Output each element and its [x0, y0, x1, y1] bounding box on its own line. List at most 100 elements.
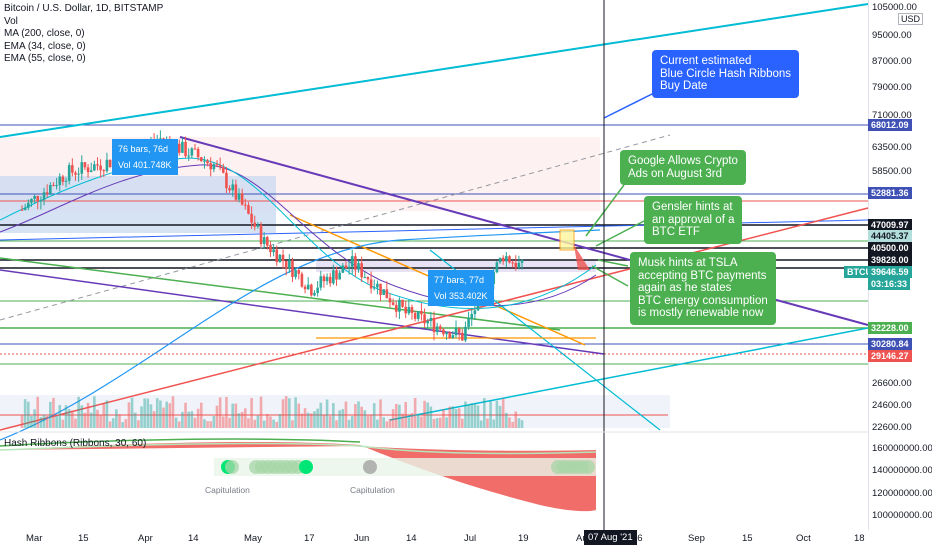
- hash-ribbons-title[interactable]: Hash Ribbons (Ribbons, 30, 60): [4, 438, 147, 449]
- price-tag-29146: 29146.27: [868, 350, 912, 362]
- candle-body: [325, 276, 329, 282]
- candle-body: [240, 193, 244, 205]
- ema34-line: [0, 157, 597, 309]
- candle-body: [360, 263, 363, 278]
- musk-tsla-note[interactable]: Musk hints at TSLA accepting BTC payment…: [630, 252, 776, 325]
- legend-ema55[interactable]: EMA (55, close, 0): [4, 53, 86, 64]
- candle-body: [55, 185, 58, 187]
- candle-body: [508, 256, 511, 263]
- volume-bar: [438, 417, 442, 428]
- note-line: is mostly renewable now: [638, 307, 764, 319]
- volume-bar: [45, 415, 49, 428]
- musk-note-connector-2: [591, 265, 629, 287]
- volume-bar: [27, 401, 30, 428]
- time-axis-label: 14: [406, 533, 417, 544]
- candle-body: [369, 279, 373, 289]
- capitulation-label: Capitulation: [205, 485, 250, 495]
- volume-bar: [272, 419, 275, 428]
- candle-body: [23, 207, 27, 210]
- candle-body: [451, 335, 455, 339]
- candle-body: [209, 163, 213, 170]
- time-axis-label: 15: [742, 533, 753, 544]
- subchart-axis-label: 160000000.00: [872, 443, 932, 454]
- candle-body: [319, 276, 323, 288]
- volume-bar: [511, 421, 514, 428]
- note-line: BTC energy consumption: [638, 294, 768, 307]
- candle-body: [269, 245, 272, 253]
- volume-bar: [237, 413, 241, 428]
- candle-body: [89, 170, 93, 173]
- candle-body: [432, 317, 436, 333]
- candle-body: [501, 257, 505, 262]
- volume-bar: [448, 406, 452, 428]
- time-axis-label: 17: [304, 533, 315, 544]
- volume-bar: [111, 418, 115, 428]
- candle-body: [67, 165, 71, 181]
- candle-body: [291, 260, 294, 278]
- volume-bar: [476, 405, 480, 428]
- time-axis-label: Au: [576, 533, 588, 544]
- candle-body: [93, 164, 96, 171]
- volume-bar: [350, 416, 354, 428]
- volume-bar: [467, 404, 470, 428]
- candle-body: [294, 270, 297, 278]
- range-bars: 77 bars, 77d: [434, 275, 485, 285]
- volume-bar: [332, 403, 335, 428]
- price-axis-label: 58500.00: [872, 166, 912, 177]
- note-line: again as he states: [638, 282, 732, 294]
- candle-body: [313, 292, 316, 296]
- ma200-line: [0, 229, 601, 441]
- candle-body: [96, 164, 99, 166]
- volume-bar: [140, 406, 143, 428]
- candle-body: [244, 204, 247, 206]
- volume-bar: [118, 414, 121, 428]
- candle-body: [27, 202, 30, 208]
- candle-body: [212, 164, 216, 170]
- gensler-etf-note[interactable]: Gensler hints at an approval of a BTC ET…: [644, 196, 743, 244]
- legend-ema34[interactable]: EMA (34, close, 0): [4, 40, 86, 52]
- price-tag-44405: 44405.37: [868, 230, 912, 242]
- candle-body: [61, 176, 65, 182]
- volume-bar: [193, 417, 197, 428]
- candle-body: [511, 262, 514, 264]
- candle-body: [505, 256, 508, 262]
- hash-ribbon-circle: [363, 460, 377, 474]
- range-bars: 76 bars, 76d: [118, 144, 169, 154]
- volume-bar: [432, 419, 436, 428]
- candle-body: [20, 209, 24, 211]
- volume-bar: [199, 402, 203, 428]
- candle-body: [316, 287, 319, 293]
- volume-bar: [86, 402, 90, 428]
- candle-body: [64, 180, 68, 182]
- candle-body: [83, 162, 87, 168]
- blue-circle-note[interactable]: Current estimated Blue Circle Hash Ribbo…: [652, 50, 800, 98]
- legend-ma200[interactable]: MA (200, close, 0): [4, 28, 85, 39]
- volume-bar: [316, 408, 319, 428]
- google-ads-note[interactable]: Google Allows Crypto Ads on August 3rd: [620, 150, 746, 185]
- candle-body: [467, 318, 470, 327]
- candle-body: [363, 277, 367, 279]
- channel-top-line: [0, 3, 869, 138]
- price-tag-47009: 47009.97: [868, 219, 912, 231]
- volume-bar: [483, 398, 486, 428]
- volume-bar: [398, 404, 401, 428]
- candle-body: [177, 143, 181, 153]
- volume-bar: [262, 420, 266, 428]
- volume-bar: [269, 416, 272, 428]
- candle-body: [341, 265, 345, 273]
- symbol-title[interactable]: Bitcoin / U.S. Dollar, 1D, BITSTAMP: [4, 3, 164, 14]
- legend-vol[interactable]: Vol: [4, 15, 18, 27]
- volume-bar: [93, 396, 96, 428]
- volume-bar: [489, 401, 492, 428]
- time-axis-label: Oct: [796, 533, 811, 544]
- range-measure-2[interactable]: 77 bars, 77d Vol 353.402K: [428, 270, 494, 306]
- candle-body: [105, 159, 109, 172]
- volume-bar: [212, 415, 216, 428]
- volume-bar: [20, 415, 24, 428]
- candle-body: [196, 149, 200, 158]
- volume-bar: [297, 403, 301, 428]
- volume-bar: [228, 417, 231, 428]
- range-measure-1[interactable]: 76 bars, 76d Vol 401.748K: [112, 139, 178, 175]
- subchart-axis-label: 120000000.00: [872, 488, 932, 499]
